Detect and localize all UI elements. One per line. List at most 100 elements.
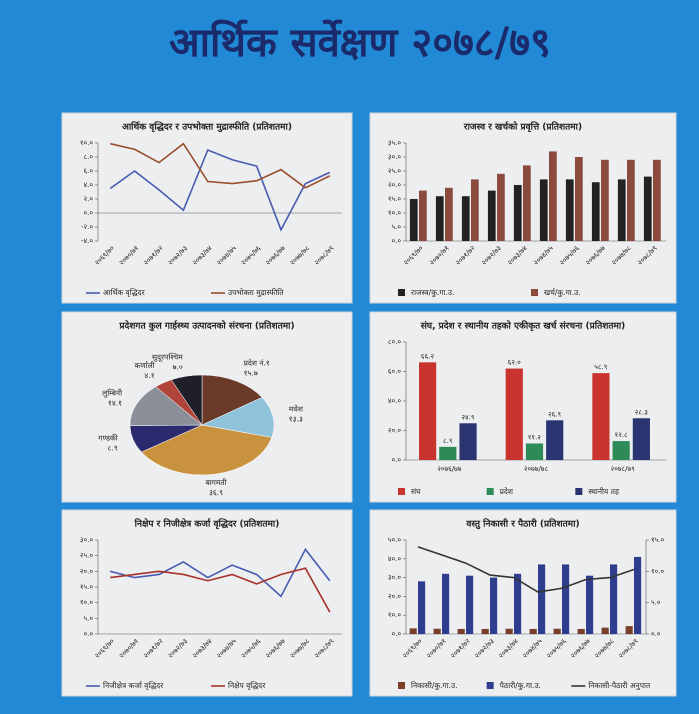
value-label: १२.८ bbox=[614, 431, 628, 439]
y2-tick-label: ५.० bbox=[651, 599, 661, 607]
legend-swatch bbox=[486, 682, 494, 689]
y2-tick-label: १५.० bbox=[651, 536, 665, 544]
y-tick-label: १५.० bbox=[388, 195, 402, 203]
value-label: ८.९ bbox=[443, 437, 453, 445]
legend-label: राजस्व/कु.गा.उ. bbox=[411, 288, 454, 298]
bar bbox=[553, 628, 561, 634]
y-tick-label: २०.० bbox=[388, 181, 402, 189]
pie-value: १५.७ bbox=[244, 369, 258, 378]
bar bbox=[591, 182, 600, 241]
bar bbox=[497, 173, 505, 241]
y-tick-label: ०.० bbox=[391, 630, 401, 638]
bar bbox=[525, 443, 544, 460]
y-tick-label: ३०.० bbox=[388, 153, 402, 161]
chart-panel bbox=[369, 509, 677, 697]
legend-label: निकासी-पैठारी अनुपात bbox=[588, 681, 651, 691]
legend-swatch bbox=[575, 488, 583, 495]
chart-panel bbox=[61, 509, 353, 697]
bar bbox=[445, 187, 453, 241]
y-tick-label: २.० bbox=[83, 195, 93, 203]
legend-swatch bbox=[398, 289, 405, 296]
legend-label: खर्च/कु.गा.उ. bbox=[544, 288, 581, 298]
bar bbox=[419, 190, 427, 241]
chart-panel bbox=[369, 311, 677, 503]
y-tick-label: ५.० bbox=[83, 614, 93, 622]
legend-swatch bbox=[398, 682, 405, 689]
bar bbox=[471, 179, 479, 241]
bar bbox=[546, 420, 564, 460]
bar bbox=[442, 573, 450, 634]
bar bbox=[523, 165, 531, 241]
bar bbox=[514, 573, 522, 634]
value-label: ११.२ bbox=[528, 433, 542, 441]
bar bbox=[490, 577, 498, 634]
bar bbox=[577, 628, 585, 634]
y-tick-label: ६०.० bbox=[388, 368, 402, 376]
value-label: २६.९ bbox=[548, 410, 562, 418]
value-label: ६२.० bbox=[508, 359, 522, 367]
chart-title: राजस्व र खर्चको प्रवृत्ति (प्रतिशतमा) bbox=[463, 121, 582, 133]
legend-swatch bbox=[398, 488, 405, 495]
legend-label: स्थानीय तह bbox=[588, 487, 620, 496]
y-tick-label: २०.० bbox=[388, 592, 402, 600]
line-series bbox=[110, 142, 331, 189]
bar bbox=[418, 581, 426, 634]
bar bbox=[643, 176, 652, 241]
bar bbox=[461, 196, 470, 241]
bar bbox=[487, 190, 496, 241]
bar bbox=[601, 159, 609, 241]
legend-label: प्रदेश bbox=[500, 487, 514, 496]
bar bbox=[632, 418, 650, 460]
cover-title: आर्थिक सर्वेक्षण २०७८/७९ bbox=[169, 19, 551, 66]
pie-label: मधेश bbox=[289, 404, 304, 413]
y-tick-label: १५.० bbox=[80, 583, 94, 591]
y-tick-label: १०.० bbox=[388, 209, 402, 217]
value-label: ६६.२ bbox=[421, 352, 435, 360]
y-tick-label: ५.० bbox=[391, 223, 401, 231]
pie-slice bbox=[201, 397, 275, 438]
chart-title: प्रदेशगत कुल गार्हस्थ्य उत्पादनको संरचना… bbox=[118, 320, 294, 332]
legend-label: उपभोक्ता मुद्रास्फीति bbox=[228, 288, 284, 298]
x-tick-label: २०७७/७८ bbox=[524, 465, 549, 473]
bar bbox=[409, 628, 417, 634]
pie-value: १३.३ bbox=[289, 414, 303, 423]
bar bbox=[549, 151, 557, 241]
legend-swatch bbox=[486, 488, 494, 495]
y-tick-label: ०.० bbox=[83, 630, 93, 638]
pie-value: १४.१ bbox=[108, 398, 122, 407]
y-tick-label: ०.० bbox=[391, 456, 401, 464]
y-tick-label: ३५.० bbox=[388, 139, 402, 147]
bar bbox=[505, 368, 523, 460]
bar bbox=[617, 179, 626, 241]
bar bbox=[592, 373, 610, 460]
line-series bbox=[110, 547, 331, 598]
chart-panel bbox=[61, 112, 353, 304]
y-tick-label: ३०.० bbox=[388, 574, 402, 582]
y-tick-label: ०.० bbox=[391, 237, 401, 245]
y-tick-label: ८०.० bbox=[388, 338, 402, 346]
chart-title: निक्षेप र निजीक्षेत्र कर्जा वृद्धिदर (प्… bbox=[134, 518, 280, 530]
pie-slice bbox=[141, 424, 273, 476]
y2-tick-label: ०.० bbox=[651, 630, 661, 638]
x-tick-label: २०७८/७९ bbox=[611, 465, 636, 473]
y-tick-label: ४.० bbox=[83, 181, 93, 189]
bar bbox=[634, 556, 642, 634]
bar bbox=[529, 628, 537, 634]
line-series bbox=[109, 148, 331, 232]
bar bbox=[610, 564, 618, 634]
y2-tick-label: १०.० bbox=[651, 567, 665, 575]
pie-label: कर्णाली bbox=[134, 361, 155, 370]
y-tick-label: ८.० bbox=[83, 153, 93, 161]
y-tick-label: २०.० bbox=[80, 567, 94, 575]
pie-label: बागमती bbox=[205, 478, 227, 487]
pie-slice bbox=[201, 374, 263, 426]
x-tick-label: २०७६/७७ bbox=[437, 465, 462, 473]
legend-label: पैठारी/कु.गा.उ. bbox=[500, 681, 541, 691]
line-series bbox=[417, 546, 635, 593]
bar bbox=[466, 575, 474, 634]
legend-label: संघ bbox=[411, 487, 421, 496]
bar bbox=[481, 628, 489, 634]
legend-label: निजीक्षेत्र कर्जा वृद्धिदर bbox=[103, 681, 164, 691]
legend-label: निकासी/कु.गा.उ. bbox=[411, 681, 458, 691]
